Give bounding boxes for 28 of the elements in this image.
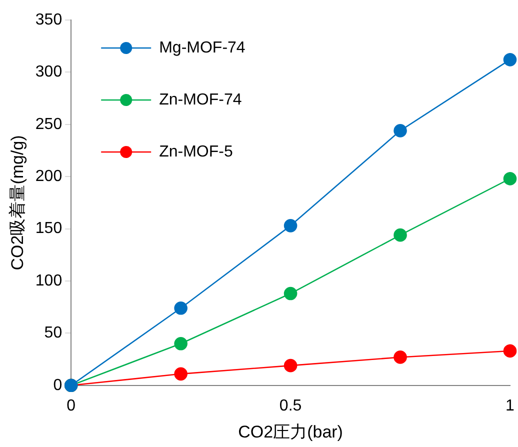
y-tick-label: 200 — [35, 168, 62, 186]
y-tick-label: 300 — [35, 64, 62, 81]
point — [284, 358, 298, 372]
x-tick-label: 0 — [66, 397, 76, 414]
y-tick-label: 50 — [44, 324, 62, 342]
legend-label: Zn-MOF-5 — [159, 143, 233, 160]
point — [503, 53, 517, 66]
point — [503, 172, 517, 186]
x-axis-title: CO2圧力(bar) — [238, 422, 343, 442]
y-tick-label: 150 — [35, 220, 62, 238]
x-tick-label: 0.5 — [279, 397, 302, 414]
point — [174, 301, 188, 315]
point — [394, 228, 407, 242]
y-tick-label: 100 — [35, 272, 62, 290]
legend-label: Zn-MOF-74 — [159, 91, 242, 108]
y-tick-label: 250 — [35, 116, 62, 133]
point — [284, 219, 298, 232]
point — [174, 367, 188, 381]
point — [284, 286, 298, 300]
x-tick-label: 1 — [506, 397, 515, 414]
point — [394, 124, 407, 138]
y-axis-title: CO2吸着量(mg/g) — [8, 135, 27, 270]
point — [503, 344, 517, 358]
y-tick-label: 0 — [53, 376, 62, 394]
point — [174, 336, 188, 350]
point — [394, 350, 407, 364]
legend-label: Mg-MOF-74 — [159, 39, 246, 56]
y-tick-label: 350 — [35, 11, 62, 28]
